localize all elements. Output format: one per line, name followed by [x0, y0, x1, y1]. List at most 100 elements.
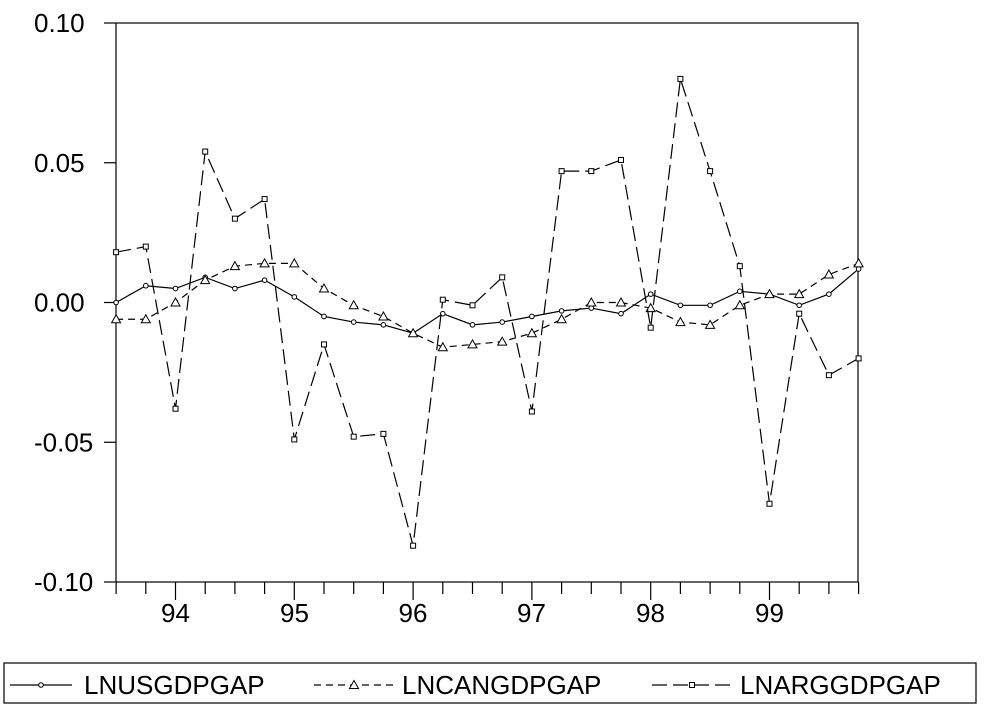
data-point-square — [618, 156, 624, 163]
data-point-circle — [172, 285, 179, 292]
data-point-square — [261, 196, 268, 203]
data-point-square — [558, 168, 565, 175]
x-tick-label: 98 — [636, 598, 665, 628]
data-point-square — [689, 682, 695, 688]
data-point-square — [410, 542, 417, 549]
series-lnarggdpgap — [113, 75, 862, 549]
data-point-triangle — [229, 260, 241, 271]
y-tick-label: 0.00 — [34, 288, 85, 318]
data-point-triangle — [140, 313, 152, 324]
data-point-circle — [796, 302, 803, 309]
data-point-square — [231, 215, 238, 222]
series-line — [116, 262, 859, 348]
data-point-square — [142, 243, 149, 250]
x-tick-label: 97 — [517, 598, 546, 628]
data-point-triangle — [348, 299, 360, 310]
legend-item-lnarggdpgap: LNARGGDPGAP — [652, 670, 941, 700]
data-point-circle — [707, 302, 713, 309]
data-point-triangle — [734, 299, 746, 310]
data-point-triangle — [704, 319, 716, 329]
data-point-square — [202, 148, 209, 155]
data-point-triangle — [496, 336, 508, 346]
data-point-square — [321, 341, 327, 348]
data-point-triangle — [793, 288, 805, 299]
data-point-square — [766, 500, 773, 507]
legend-label: LNCANGDPGAP — [402, 670, 601, 700]
data-point-square — [499, 274, 506, 281]
data-point-triangle — [348, 679, 360, 689]
data-point-circle — [618, 310, 624, 317]
data-point-square — [736, 263, 743, 270]
x-tick-label: 95 — [280, 598, 309, 628]
data-point-square — [796, 310, 803, 317]
data-point-circle — [677, 302, 684, 309]
x-axis: 94 95 96 97 98 99 — [115, 582, 860, 628]
data-point-square — [647, 324, 654, 331]
data-point-triangle — [259, 257, 270, 268]
data-point-square — [588, 168, 595, 175]
data-point-triangle — [467, 338, 478, 349]
series-line — [115, 78, 859, 546]
data-point-square — [439, 296, 446, 303]
data-point-square — [677, 75, 684, 82]
legend-label: LNUSGDPGAP — [84, 670, 265, 700]
data-point-circle — [232, 285, 238, 292]
data-point-square — [855, 355, 862, 362]
data-point-triangle — [318, 283, 330, 293]
legend-item-lncangdpgap: LNCANGDPGAP — [314, 670, 601, 700]
data-point-square — [707, 168, 714, 175]
data-point-triangle — [526, 327, 538, 338]
data-point-square — [825, 372, 832, 379]
data-point-triangle — [437, 341, 449, 352]
data-point-triangle — [585, 296, 597, 307]
data-point-circle — [647, 291, 654, 297]
data-point-triangle — [645, 302, 657, 313]
data-point-circle — [321, 313, 327, 320]
data-point-circle — [291, 294, 298, 300]
data-point-circle — [143, 282, 149, 289]
data-point-square — [350, 433, 357, 440]
data-point-triangle — [615, 296, 627, 307]
data-point-square — [291, 436, 298, 443]
data-point-circle — [737, 288, 743, 295]
legend-label: LNARGGDPGAP — [740, 670, 941, 700]
legend: LNUSGDPGAP LNCANGDPGAP LNARGGDPGAP — [10, 670, 941, 700]
y-tick-label: -0.05 — [34, 427, 93, 457]
data-point-circle — [380, 322, 387, 328]
y-axis: 0.10 0.05 0.00 -0.05 -0.10 — [34, 8, 116, 597]
series-line — [115, 268, 859, 334]
data-point-triangle — [378, 310, 389, 321]
data-point-circle — [558, 308, 565, 314]
x-tick-label: 96 — [399, 598, 428, 628]
data-point-square — [172, 405, 179, 412]
data-point-circle — [499, 319, 506, 325]
data-point-triangle — [288, 257, 300, 268]
y-tick-label: -0.10 — [34, 567, 93, 597]
series-lnusgdpgap — [113, 266, 862, 337]
data-point-triangle — [853, 257, 864, 268]
series-layer — [110, 75, 864, 549]
data-point-circle — [469, 322, 476, 328]
legend-item-lnusgdpgap: LNUSGDPGAP — [10, 670, 265, 700]
data-point-circle — [826, 291, 832, 297]
y-tick-label: 0.10 — [34, 8, 85, 38]
series-lncangdpgap — [110, 257, 864, 352]
data-point-square — [380, 430, 387, 437]
data-point-triangle — [556, 313, 567, 324]
data-point-circle — [529, 313, 535, 320]
data-point-triangle — [407, 327, 419, 338]
data-point-circle — [350, 319, 357, 325]
data-point-circle — [261, 277, 268, 283]
data-point-triangle — [675, 316, 686, 327]
data-point-triangle — [170, 296, 181, 307]
x-tick-label: 94 — [161, 598, 190, 628]
y-tick-label: 0.05 — [34, 148, 85, 178]
data-point-triangle — [823, 269, 835, 279]
data-point-triangle — [199, 274, 211, 285]
x-tick-label: 99 — [755, 598, 784, 628]
data-point-square — [528, 408, 535, 415]
data-point-circle — [440, 310, 446, 317]
data-point-square — [469, 302, 476, 309]
data-point-square — [113, 249, 120, 256]
